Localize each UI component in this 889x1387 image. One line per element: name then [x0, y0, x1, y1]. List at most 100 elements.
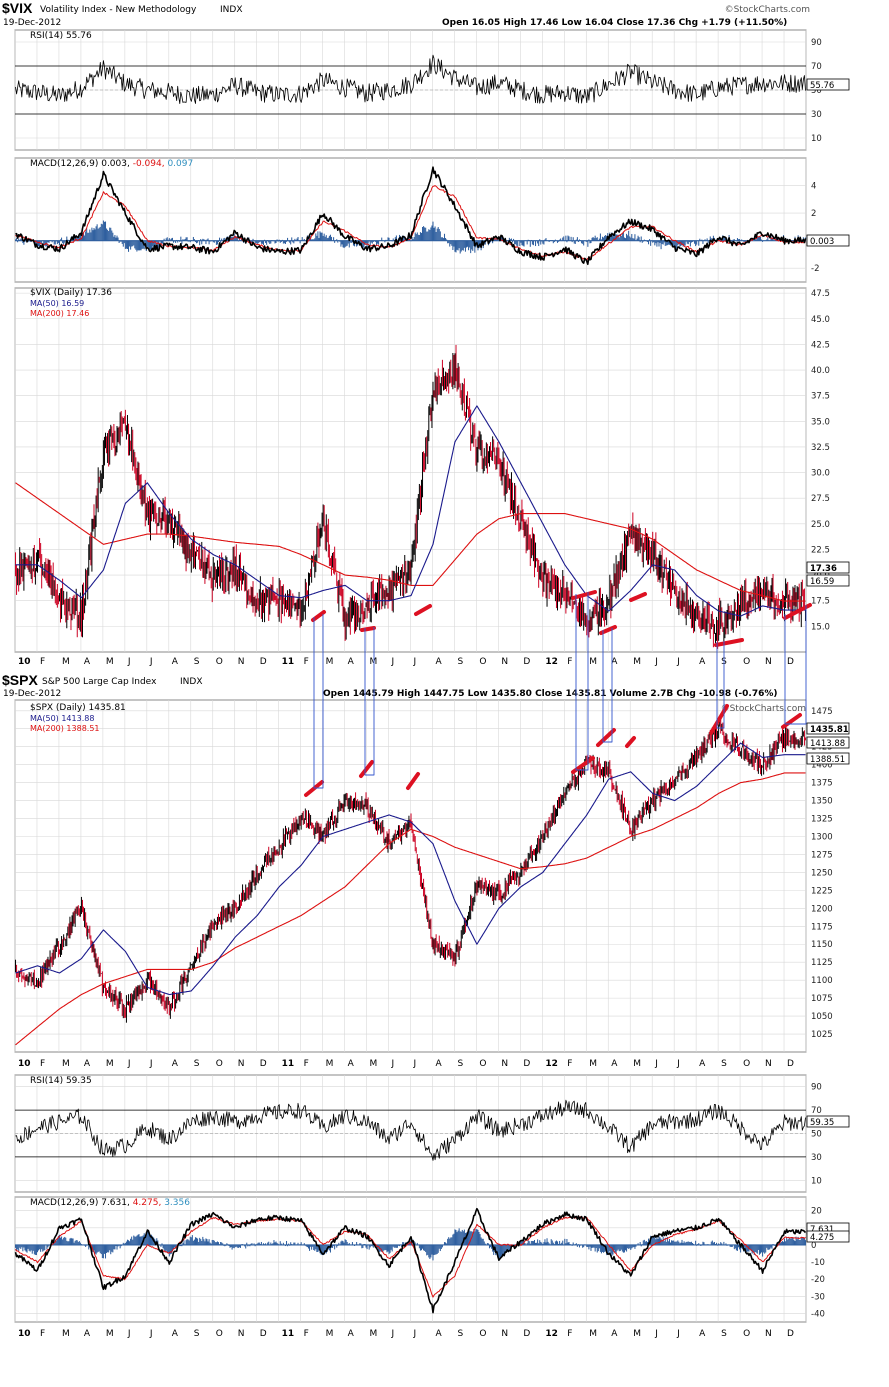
spx-macd-hist-bar [106, 1245, 107, 1253]
spx-macd-hist-bar [189, 1240, 190, 1244]
spx-rsi-title: RSI(14) 59.35 [30, 1076, 92, 1086]
spx-macd-hist-bar [440, 1245, 441, 1251]
spx-macd-hist-bar [195, 1237, 196, 1245]
spx-macd-hist-bar [656, 1237, 657, 1244]
spx-macd-hist-bar [438, 1245, 439, 1253]
spx-macd-xtick-label: J [127, 1329, 131, 1339]
vix-macd-hist-bar [468, 241, 469, 251]
vix-macd-hist-bar [417, 232, 418, 240]
spx-macd-hist-bar [600, 1245, 601, 1252]
spx-macd-hist-bar [104, 1245, 105, 1254]
spx-macd-hist-bar [391, 1245, 392, 1250]
spx-macd-hist-bar [452, 1235, 453, 1245]
vix-macd-hist-bar [628, 231, 629, 241]
spx-xtick-label: M [370, 1059, 378, 1069]
spx-macd-hist-bar [544, 1239, 545, 1245]
spx-macd-hist-bar [37, 1245, 38, 1252]
spx-macd-hist-bar [436, 1245, 437, 1254]
vix-macd-hist-bar [634, 234, 635, 240]
spx-macd-ytick-label: -10 [811, 1258, 825, 1268]
spx-macd-hist-bar [611, 1245, 612, 1256]
spx-macd-hist-bar [57, 1239, 58, 1245]
spx-macd-xtick-label: F [304, 1329, 309, 1339]
vix-name: Volatility Index - New Methodology [40, 5, 197, 15]
spx-macd-hist-bar [62, 1239, 63, 1245]
spx-rsi-ytick-label: 50 [811, 1130, 822, 1140]
vix-macd-hist-bar [135, 241, 136, 250]
vix-xtick-label: A [348, 657, 355, 667]
spx-macd-hist-bar [128, 1240, 129, 1245]
vix-macd-hist-bar [123, 241, 124, 247]
spx-xtick-label: 10 [18, 1059, 31, 1069]
spx-macd-hist-bar [77, 1240, 78, 1245]
vix-macd-hist-bar [263, 241, 264, 245]
spx-macd-hist-bar [762, 1245, 763, 1257]
spx-macd-xtick-label: O [479, 1329, 486, 1339]
value-boxes: 55.760.00317.3616.591435.811413.881388.5… [807, 79, 849, 1243]
vix-macd-hist-bar [416, 234, 417, 241]
vix-xtick-label: O [216, 657, 223, 667]
vix-macd-hist-bar [431, 226, 432, 241]
spx-main-ytick-label: 1350 [811, 797, 833, 807]
spx-main-ytick-label: 1250 [811, 868, 833, 878]
vix-macd-hist-bar [317, 231, 318, 240]
spx-macd-hist-bar [534, 1240, 535, 1245]
vix-xtick-label: M [62, 657, 70, 667]
spx-macd-ytick-label: -20 [811, 1275, 825, 1285]
vix-macd-hist-bar [363, 241, 364, 248]
spx-xtick-label: J [127, 1059, 131, 1069]
spx-macd-hist-bar [622, 1245, 623, 1252]
spx-macd-hist-bar [341, 1241, 342, 1245]
vix-macd-hist-bar [84, 236, 85, 241]
vix-macd-hist-bar [319, 231, 320, 240]
spx-xtick-label: A [348, 1059, 355, 1069]
vix-macd-hist-bar [465, 241, 466, 252]
vix-macd-hist-bar [129, 241, 130, 247]
vix-date: 19-Dec-2012 [3, 18, 61, 28]
vix-xtick-label: 12 [545, 657, 558, 667]
vix-macd-hist-bar [137, 241, 138, 251]
vix-macd-hist-bar [88, 233, 89, 241]
spx-macd-xtick-label: M [370, 1329, 378, 1339]
spx-macd-xtick-label: M [62, 1329, 70, 1339]
spx-xtick-label: N [765, 1059, 772, 1069]
vix-macd-hist-bar [521, 241, 522, 246]
spx-ma200-label: MA(200) 1388.51 [30, 724, 100, 733]
spx-macd-hist-bar [109, 1245, 110, 1250]
spx-macd-hist-bar [69, 1239, 70, 1245]
spx-macd-hist-bar [623, 1245, 624, 1253]
vix-xtick-label: N [238, 657, 245, 667]
spx-macd-hist-bar [40, 1245, 41, 1252]
spx-macd-hist-bar [164, 1245, 165, 1250]
vix-macd-hist-bar [131, 241, 132, 247]
vix-macd-hist-bar [464, 241, 465, 248]
spx-xtick-label: J [149, 1059, 153, 1069]
spx-macd-hist-bar [35, 1245, 36, 1255]
vix-macd-hist-bar [419, 235, 420, 241]
value-box-label: 4.275 [810, 1233, 834, 1243]
vix-macd-hist-bar [321, 233, 322, 241]
spx-macd-hist-bar [73, 1238, 74, 1244]
value-box-label: 55.76 [810, 81, 834, 91]
vix-macd-hist-bar [444, 234, 445, 241]
spx-macd-hist-bar [213, 1240, 214, 1245]
spx-main-ytick-label: 1025 [811, 1030, 833, 1040]
spx-macd-hist-bar [39, 1245, 40, 1249]
spx-main-ytick-label: 1300 [811, 832, 833, 842]
spx-macd-xtick-label: J [654, 1329, 658, 1339]
vix-xtick-label: D [260, 657, 267, 667]
spx-macd-hist-bar [196, 1238, 197, 1245]
vix-main-ytick-label: 40.0 [811, 366, 830, 376]
vix-macd-hist-bar [423, 226, 424, 241]
spx-macd-hist-bar [428, 1245, 429, 1257]
vix-macd-hist-bar [140, 241, 141, 251]
spx-macd-hist-bar [134, 1236, 135, 1244]
spx-macd-xtick-label: S [721, 1329, 727, 1339]
vix-macd-hist-bar [656, 241, 657, 247]
spx-macd-hist-bar [799, 1240, 800, 1245]
vix-main-ytick-label: 25.0 [811, 520, 830, 530]
spx-macd-title-signal: 4.275, [133, 1198, 165, 1208]
vix-macd-hist-bar [112, 233, 113, 241]
